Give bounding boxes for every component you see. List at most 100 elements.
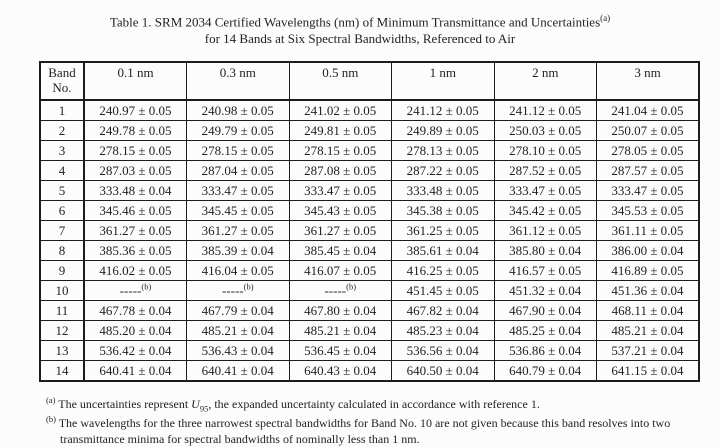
wavelength-cell: 333.47 ± 0.05 bbox=[493, 179, 597, 201]
header-cell-bandwidth: 3 nm bbox=[596, 61, 700, 101]
wavelength-cell: 278.15 ± 0.05 bbox=[288, 139, 392, 161]
wavelength-cell: 249.89 ± 0.05 bbox=[391, 119, 495, 141]
wavelength-cell: 485.20 ± 0.04 bbox=[83, 319, 187, 341]
table-body: 1 240.97 ± 0.05 240.98 ± 0.05 241.02 ± 0.05… bbox=[39, 99, 700, 382]
band-number-cell: 3 bbox=[39, 139, 85, 161]
footnote-marker: (b) bbox=[141, 281, 152, 292]
wavelength-cell: 333.47 ± 0.05 bbox=[596, 179, 700, 201]
header-cell-bandwidth: 1 nm bbox=[391, 61, 495, 101]
wavelength-cell: 345.38 ± 0.05 bbox=[391, 199, 495, 221]
wavelength-cell: 385.80 ± 0.04 bbox=[493, 239, 597, 261]
table-row: 5 333.48 ± 0.04 333.47 ± 0.05 333.47 ± 0.05… bbox=[39, 179, 700, 201]
wavelength-cell: 416.25 ± 0.05 bbox=[391, 259, 495, 281]
wavelength-cell: 416.02 ± 0.05 bbox=[83, 259, 187, 281]
wavelength-cell: 485.21 ± 0.04 bbox=[596, 319, 700, 341]
wavelength-cell: 537.21 ± 0.04 bbox=[596, 339, 700, 361]
header-cell-bandwidth: 0.5 nm bbox=[288, 61, 392, 101]
wavelength-cell: 345.42 ± 0.05 bbox=[493, 199, 597, 221]
band-number-cell: 5 bbox=[39, 179, 85, 201]
footnote-marker: (b) bbox=[243, 281, 254, 292]
table-row: 2 249.78 ± 0.05 249.79 ± 0.05 249.81 ± 0.05… bbox=[39, 119, 700, 141]
table-row: 1 240.97 ± 0.05 240.98 ± 0.05 241.02 ± 0.05… bbox=[39, 99, 700, 121]
wavelength-cell: -----(b) bbox=[186, 279, 290, 301]
footnote-marker: (b) bbox=[46, 414, 56, 425]
band-number-cell: 7 bbox=[39, 219, 85, 241]
table-row: 12 485.20 ± 0.04 485.21 ± 0.04 485.21 ± 0.0… bbox=[39, 319, 700, 341]
header-cell-bandwidth: 0.3 nm bbox=[186, 61, 290, 101]
wavelength-cell: 485.21 ± 0.04 bbox=[186, 319, 290, 341]
wavelength-table: Band No. 0.1 nm 0.3 nm 0.5 nm 1 nm 2 nm … bbox=[39, 60, 700, 382]
wavelength-cell: 536.86 ± 0.04 bbox=[493, 339, 597, 361]
wavelength-cell: 640.41 ± 0.04 bbox=[186, 359, 290, 382]
band-number-cell: 8 bbox=[39, 239, 85, 261]
wavelength-cell: 467.90 ± 0.04 bbox=[493, 299, 597, 321]
wavelength-cell: 536.56 ± 0.04 bbox=[391, 339, 495, 361]
table-row: 4 287.03 ± 0.05 287.04 ± 0.05 287.08 ± 0.05… bbox=[39, 159, 700, 181]
wavelength-cell: 385.61 ± 0.04 bbox=[391, 239, 495, 261]
wavelength-cell: 278.10 ± 0.05 bbox=[493, 139, 597, 161]
wavelength-cell: 467.78 ± 0.04 bbox=[83, 299, 187, 321]
wavelength-cell: 536.42 ± 0.04 bbox=[83, 339, 187, 361]
wavelength-cell: 361.27 ± 0.05 bbox=[186, 219, 290, 241]
wavelength-cell: 287.08 ± 0.05 bbox=[288, 159, 392, 181]
band-number-cell: 13 bbox=[39, 339, 85, 361]
table-row: 14 640.41 ± 0.04 640.41 ± 0.04 640.43 ± 0.0… bbox=[39, 359, 700, 382]
wavelength-cell: 333.47 ± 0.05 bbox=[186, 179, 290, 201]
band-number-cell: 14 bbox=[39, 359, 85, 382]
wavelength-cell: 345.46 ± 0.05 bbox=[83, 199, 187, 221]
wavelength-cell: 287.03 ± 0.05 bbox=[83, 159, 187, 181]
wavelength-cell: 241.12 ± 0.05 bbox=[391, 99, 495, 121]
table-header-row: Band No. 0.1 nm 0.3 nm 0.5 nm 1 nm 2 nm … bbox=[39, 61, 700, 101]
table-row: 8 385.36 ± 0.05 385.39 ± 0.04 385.45 ± 0.04… bbox=[39, 239, 700, 261]
footnote-text: The uncertainties represent bbox=[58, 396, 192, 411]
wavelength-cell: 278.15 ± 0.05 bbox=[186, 139, 290, 161]
header-cell-bandwidth: 0.1 nm bbox=[83, 61, 187, 101]
uncertainty-symbol-sub: 95 bbox=[199, 402, 209, 413]
wavelength-cell: 640.79 ± 0.04 bbox=[493, 359, 597, 382]
caption-text: Table 1. SRM 2034 Certified Wavelengths … bbox=[109, 14, 601, 30]
band-number-cell: 9 bbox=[39, 259, 85, 281]
wavelength-cell: -----(b) bbox=[83, 279, 187, 301]
footnotes: (a) The uncertainties represent U95, the… bbox=[46, 395, 701, 447]
band-number-cell: 11 bbox=[39, 299, 85, 321]
table-row: 7 361.27 ± 0.05 361.27 ± 0.05 361.27 ± 0.05… bbox=[39, 219, 700, 241]
wavelength-cell: 536.43 ± 0.04 bbox=[186, 339, 290, 361]
footnote-b: (b) The wavelengths for the three narrow… bbox=[46, 414, 701, 447]
table-row: 9 416.02 ± 0.05 416.04 ± 0.05 416.07 ± 0.05… bbox=[39, 259, 700, 281]
wavelength-cell: 345.43 ± 0.05 bbox=[288, 199, 392, 221]
wavelength-cell: -----(b) bbox=[288, 279, 392, 301]
footnote-marker: (b) bbox=[346, 281, 357, 292]
wavelength-cell: 250.03 ± 0.05 bbox=[493, 119, 597, 141]
band-number-cell: 6 bbox=[39, 199, 85, 221]
wavelength-cell: 451.45 ± 0.05 bbox=[391, 279, 495, 301]
wavelength-cell: 345.53 ± 0.05 bbox=[596, 199, 700, 221]
wavelength-cell: 451.32 ± 0.04 bbox=[493, 279, 597, 301]
wavelength-cell: 416.04 ± 0.05 bbox=[186, 259, 290, 281]
table-row: 10 -----(b) -----(b) -----(b) 451.45 ± 0.05 4… bbox=[39, 279, 700, 301]
band-number-cell: 4 bbox=[39, 159, 85, 181]
wavelength-cell: 278.15 ± 0.05 bbox=[83, 139, 187, 161]
wavelength-cell: 333.48 ± 0.04 bbox=[83, 179, 187, 201]
wavelength-cell: 467.80 ± 0.04 bbox=[288, 299, 392, 321]
wavelength-cell: 467.79 ± 0.04 bbox=[186, 299, 290, 321]
wavelength-cell: 640.41 ± 0.04 bbox=[83, 359, 187, 382]
wavelength-cell: 345.45 ± 0.05 bbox=[186, 199, 290, 221]
wavelength-cell: 287.22 ± 0.05 bbox=[391, 159, 495, 181]
wavelength-cell: 416.57 ± 0.05 bbox=[493, 259, 597, 281]
band-number-cell: 10 bbox=[39, 279, 85, 301]
table-row: 6 345.46 ± 0.05 345.45 ± 0.05 345.43 ± 0.05… bbox=[39, 199, 700, 221]
caption-footnote-marker: (a) bbox=[600, 13, 611, 23]
footnote-marker: (a) bbox=[46, 394, 56, 405]
wavelength-cell: 250.07 ± 0.05 bbox=[596, 119, 700, 141]
wavelength-cell: 278.13 ± 0.05 bbox=[391, 139, 495, 161]
wavelength-cell: 333.48 ± 0.05 bbox=[391, 179, 495, 201]
wavelength-cell: 451.36 ± 0.04 bbox=[596, 279, 700, 301]
wavelength-cell: 287.52 ± 0.05 bbox=[493, 159, 597, 181]
wavelength-cell: 385.39 ± 0.04 bbox=[186, 239, 290, 261]
header-cell-band-no: Band No. bbox=[39, 61, 85, 101]
uncertainty-symbol: U bbox=[191, 396, 200, 411]
wavelength-cell: 416.07 ± 0.05 bbox=[288, 259, 392, 281]
table-caption: Table 1. SRM 2034 Certified Wavelengths … bbox=[0, 0, 720, 48]
footnote-text: The wavelengths for the three narrowest … bbox=[58, 416, 671, 446]
